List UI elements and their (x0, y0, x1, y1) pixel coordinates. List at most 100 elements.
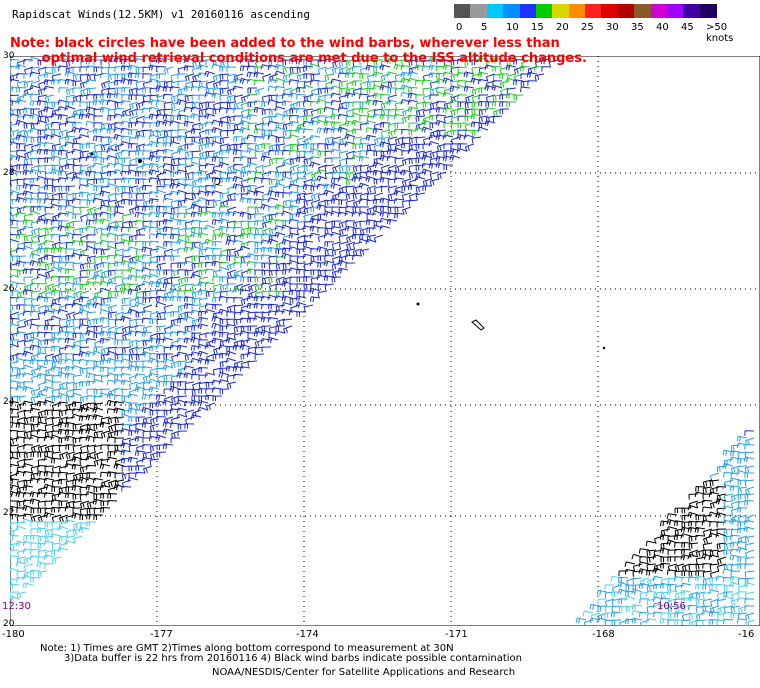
wind-barb (701, 553, 713, 560)
wind-barb (204, 372, 216, 378)
wind-barb (730, 548, 741, 555)
wind-barb (142, 143, 153, 151)
wind-barb (736, 546, 748, 553)
wind-barb (408, 136, 419, 144)
wind-barb (37, 227, 48, 235)
wind-barb (134, 211, 146, 218)
wind-barb (86, 192, 97, 200)
wind-barb (296, 156, 307, 163)
wind-barb (457, 122, 468, 129)
wind-barb (666, 526, 678, 532)
wind-barb (379, 225, 391, 231)
wind-barb (295, 211, 307, 218)
wind-barb (93, 318, 104, 324)
wind-barb (23, 499, 34, 505)
wind-barb (183, 329, 195, 336)
wind-barb (169, 141, 181, 147)
wind-barb (317, 108, 328, 114)
wind-barb (463, 85, 475, 92)
wind-barb (92, 350, 104, 357)
wind-barb (702, 486, 713, 494)
wind-barb (128, 136, 139, 144)
wind-barb (162, 148, 174, 155)
wind-barb (44, 359, 55, 366)
wind-barb (225, 365, 237, 372)
wind-barb (191, 325, 202, 331)
wind-barb (394, 101, 405, 109)
wind-barb (646, 590, 657, 597)
wind-barb (10, 154, 20, 161)
wind-barb (512, 79, 524, 86)
wind-barb (58, 401, 69, 408)
wind-barb (51, 444, 62, 452)
wind-barb (177, 122, 188, 129)
wind-barb (57, 371, 69, 378)
wind-barb (407, 184, 419, 191)
wind-barb (128, 143, 139, 149)
wind-barb (470, 77, 482, 84)
wind-barb (618, 605, 629, 613)
wind-barb (394, 122, 405, 129)
wind-barb (113, 449, 125, 456)
wind-barb (239, 65, 251, 72)
wind-barb (16, 247, 27, 254)
wind-barb (184, 360, 195, 368)
wind-barb (212, 395, 223, 402)
wind-barb (345, 157, 356, 165)
wind-barb (65, 381, 76, 390)
wind-barb (176, 169, 188, 175)
wind-barb (674, 619, 685, 625)
wind-barb (176, 372, 188, 379)
wind-barb (99, 485, 111, 491)
wind-barb (107, 192, 118, 201)
wind-barb (379, 141, 391, 148)
wind-barb (170, 422, 181, 429)
wind-barb (407, 148, 419, 155)
wind-barb (233, 234, 244, 242)
wind-barb (177, 129, 188, 135)
wind-barb (51, 451, 62, 459)
wind-barb (435, 78, 447, 85)
wind-barb (92, 162, 104, 168)
wind-barb (100, 304, 110, 310)
wind-barb (120, 315, 132, 322)
wind-barb (106, 245, 118, 251)
wind-barb (142, 437, 152, 443)
wind-barb (394, 206, 405, 213)
wind-barb (36, 218, 48, 225)
wind-barb (184, 289, 195, 296)
wind-barb (471, 101, 482, 108)
wind-barb (72, 87, 82, 93)
wind-barb (184, 423, 195, 429)
wind-barb (233, 163, 244, 170)
wind-barb (57, 337, 69, 344)
wind-barb (386, 155, 398, 162)
wind-barb (86, 255, 97, 263)
wind-barb (86, 388, 97, 395)
wind-barb (10, 386, 20, 391)
wind-barb (10, 353, 20, 362)
wind-barb (58, 318, 69, 326)
wind-barb (10, 113, 20, 118)
wind-barb (211, 190, 223, 196)
wind-barb (212, 269, 223, 277)
wind-barb (190, 351, 202, 357)
wind-barb (163, 101, 174, 109)
wind-barb (330, 140, 342, 147)
wind-barb (288, 205, 300, 211)
wind-barb (99, 359, 111, 365)
x-tick-label: -16 (738, 629, 755, 640)
wind-barb (155, 189, 167, 196)
wind-barb (93, 185, 104, 192)
wind-barb (170, 233, 181, 240)
island-marker (602, 346, 606, 350)
wind-barb (239, 232, 251, 239)
wind-barb (10, 248, 13, 250)
wind-barb (107, 451, 118, 457)
wind-barb (22, 289, 34, 296)
wind-barb (331, 248, 342, 256)
wind-barb (219, 87, 230, 95)
wind-barb (10, 191, 13, 194)
wind-barb (267, 134, 279, 140)
wind-barb (177, 80, 188, 87)
